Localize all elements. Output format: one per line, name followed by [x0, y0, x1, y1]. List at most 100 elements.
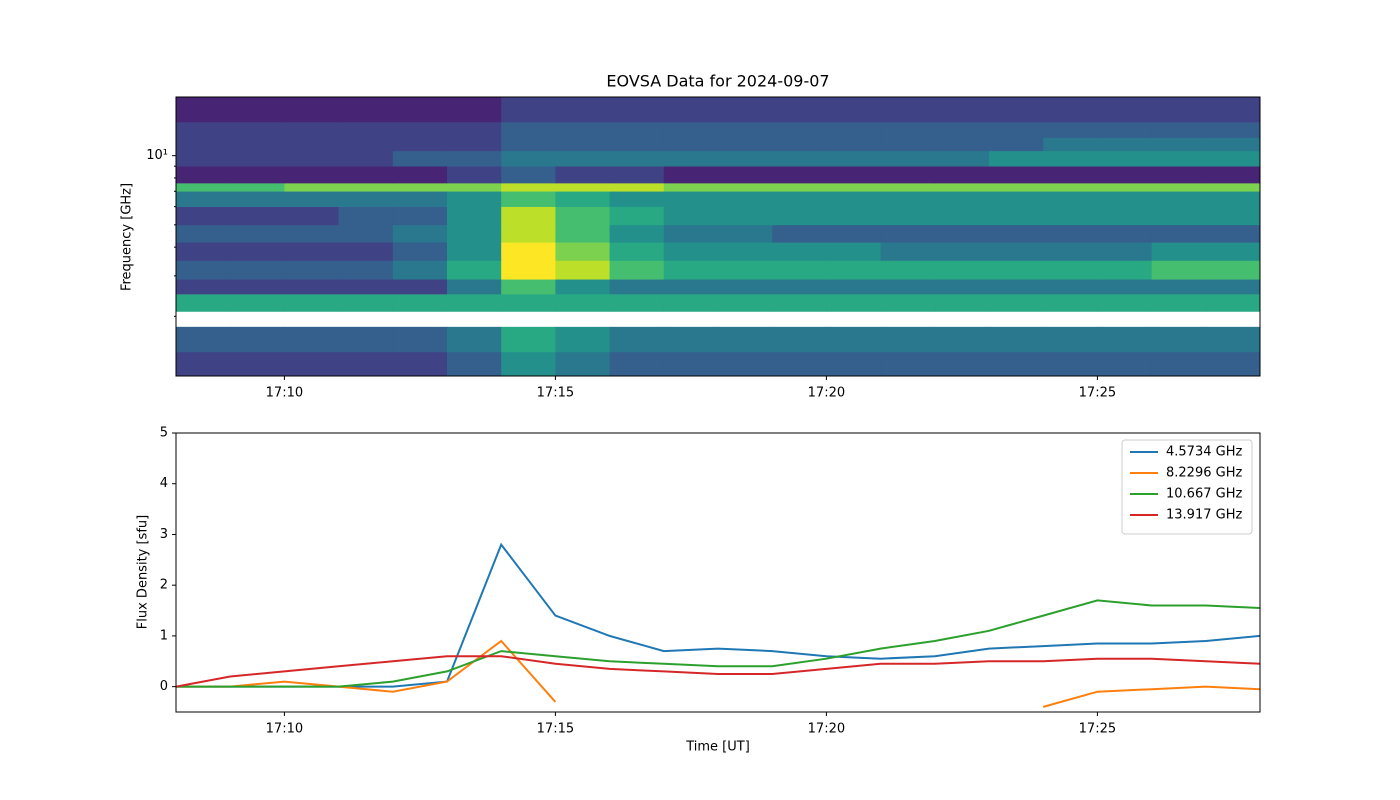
heatmap-cell	[176, 294, 231, 312]
heatmap-cell	[718, 260, 773, 280]
heatmap-cell	[609, 224, 665, 243]
heatmap-cell	[230, 137, 285, 152]
heatmap-cell	[555, 97, 611, 123]
heatmap-cell	[934, 242, 990, 261]
heatmap-cell	[880, 122, 936, 138]
heatmap-cell	[1043, 137, 1098, 152]
heatmap-cell	[338, 166, 394, 184]
heatmap-cell	[176, 122, 231, 138]
heatmap-cell	[663, 224, 719, 243]
heatmap-cell	[826, 183, 882, 192]
heatmap-cell	[392, 97, 448, 123]
heatmap-cell	[772, 260, 827, 280]
heatmap-cell	[447, 137, 502, 152]
heatmap-cell	[663, 260, 719, 280]
heatmap-cell	[1043, 183, 1098, 192]
heatmap-cell	[555, 326, 611, 353]
x-tick-label: 17:25	[1079, 722, 1116, 737]
heatmap-cell	[718, 242, 773, 261]
heatmap-cell	[663, 183, 719, 192]
heatmap-cell	[989, 224, 1044, 243]
heatmap-cell	[880, 326, 936, 353]
heatmap-cell	[826, 191, 882, 207]
heatmap-cell	[1151, 183, 1207, 192]
heatmap-cell	[989, 242, 1044, 261]
heatmap-cell	[1097, 122, 1153, 138]
heatmap-cell	[338, 326, 394, 353]
x-tick-label: 17:20	[808, 722, 845, 737]
heatmap-cell	[555, 122, 611, 138]
heatmap-cell	[718, 122, 773, 138]
heatmap-cell	[663, 242, 719, 261]
heatmap-cell	[880, 351, 936, 376]
heatmap-cell	[447, 191, 502, 207]
heatmap-cell	[663, 326, 719, 353]
heatmap-cell	[718, 294, 773, 312]
heatmap-cell	[284, 137, 340, 152]
heatmap-cell	[176, 137, 231, 152]
heatmap-cell	[609, 97, 665, 123]
lines	[176, 542, 1260, 708]
heatmap-cell	[826, 122, 882, 138]
y-tick-label: 5	[160, 426, 168, 441]
x-tick-label: 17:15	[537, 722, 574, 737]
legend-label: 4.5734 GHz	[1166, 445, 1242, 460]
y-tick-label: 10¹	[146, 148, 168, 163]
heatmap-cell	[718, 224, 773, 243]
heatmap-cell	[1151, 191, 1207, 207]
heatmap-cell	[1097, 183, 1153, 192]
heatmap-cell	[880, 137, 936, 152]
heatmap-cell	[826, 166, 882, 184]
heatmap-cell	[230, 260, 285, 280]
heatmap-cell	[338, 97, 394, 123]
heatmap-cell	[989, 294, 1044, 312]
heatmap-cell	[176, 166, 231, 184]
heatmap-cell	[230, 242, 285, 261]
heatmap-cell	[230, 122, 285, 138]
heatmap-cell	[609, 191, 665, 207]
y-axis-label: Flux Density [sfu]	[136, 515, 151, 629]
heatmap-cell	[176, 279, 231, 295]
heatmap-cell	[663, 166, 719, 184]
heatmap-cell	[826, 137, 882, 152]
heatmap-cell	[284, 294, 340, 312]
heatmap-cell	[284, 97, 340, 123]
heatmap-cell	[934, 224, 990, 243]
heatmap-cell	[1043, 122, 1098, 138]
heatmap-cell	[989, 191, 1044, 207]
heatmap-cell	[718, 191, 773, 207]
heatmap-cell	[1097, 191, 1153, 207]
legend-label: 10.667 GHz	[1166, 487, 1242, 502]
heatmap-cell	[772, 279, 827, 295]
heatmap-cell	[880, 279, 936, 295]
heatmap-cell	[663, 150, 719, 167]
heatmap-cell	[1097, 242, 1153, 261]
x-tick-label: 17:15	[537, 386, 574, 401]
heatmap-cell	[230, 294, 285, 312]
heatmap-cell	[284, 183, 340, 192]
heatmap-cell	[880, 294, 936, 312]
heatmap-cell	[880, 242, 936, 261]
heatmap-cell	[880, 183, 936, 192]
heatmap-cell	[447, 242, 502, 261]
y-tick-label: 0	[160, 679, 168, 694]
heatmap-cell	[392, 166, 448, 184]
heatmap-cell	[392, 279, 448, 295]
heatmap-cell	[772, 137, 827, 152]
heatmap-cell	[989, 326, 1044, 353]
x-tick-label: 17:25	[1079, 386, 1116, 401]
heatmap-cell	[1205, 166, 1260, 184]
heatmap-cell	[1151, 97, 1207, 123]
heatmap-cell	[934, 351, 990, 376]
heatmap-cell	[1043, 150, 1098, 167]
heatmap-cell	[663, 191, 719, 207]
heatmap-cell	[176, 242, 231, 261]
heatmap-cell	[176, 326, 231, 353]
heatmap-cell	[826, 260, 882, 280]
heatmap-cell	[230, 326, 285, 353]
heatmap-cell	[555, 191, 611, 207]
heatmap-cell	[772, 150, 827, 167]
heatmap-cell	[772, 191, 827, 207]
heatmap-cell	[176, 191, 231, 207]
heatmap-cell	[230, 351, 285, 376]
